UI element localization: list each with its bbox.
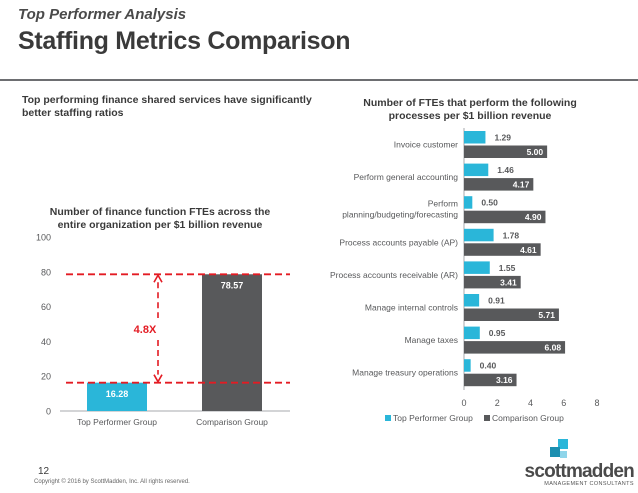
right-bar-value-label: 0.40 — [480, 361, 497, 371]
right-bar-value-label: 5.71 — [538, 310, 555, 320]
left-y-tick-label: 80 — [41, 267, 51, 277]
left-x-tick-label: Comparison Group — [196, 417, 268, 427]
copyright-text: Copyright © 2016 by ScottMadden, Inc. Al… — [34, 479, 190, 485]
right-bar-value-label: 4.90 — [525, 212, 542, 222]
left-bar-value-label: 16.28 — [106, 389, 129, 399]
right-bar-top-performer — [464, 228, 494, 242]
right-x-tick-label: 4 — [528, 398, 533, 408]
page-title: Staffing Metrics Comparison — [18, 27, 351, 55]
right-bar-value-label: 5.00 — [527, 147, 544, 157]
right-bar-comparison — [464, 373, 517, 387]
scottmadden-logo: scottmadden MANAGEMENT CONSULTANTS — [514, 437, 635, 489]
right-bar-top-performer — [464, 359, 471, 372]
right-y-tick-label: Invoice customer — [394, 140, 458, 150]
right-bar-value-label: 0.95 — [489, 328, 506, 338]
left-annotation-label: 4.8X — [134, 324, 157, 336]
page-subtitle: Top performing finance shared services h… — [22, 94, 312, 119]
right-y-tick-label: Perform general accounting — [354, 172, 459, 182]
left-bar-value-label: 78.57 — [221, 280, 244, 290]
legend-label-comparison: Comparison Group — [492, 413, 564, 423]
left-x-tick-label: Top Performer Group — [77, 417, 157, 427]
right-y-tick-label: Perform — [428, 199, 458, 209]
left-bar — [202, 274, 262, 411]
right-bar-comparison — [464, 275, 521, 289]
right-bar-value-label: 0.91 — [488, 296, 505, 306]
right-bar-comparison — [464, 145, 548, 158]
right-bar-value-label: 6.08 — [545, 343, 562, 353]
left-annotation-arrow-head — [153, 273, 163, 283]
left-y-tick-label: 40 — [41, 337, 51, 347]
right-y-tick-label: Manage treasury operations — [352, 368, 458, 378]
right-bar-comparison — [464, 210, 546, 224]
left-y-tick-label: 0 — [46, 407, 51, 417]
right-bar-comparison — [464, 243, 541, 256]
right-bar-value-label: 4.61 — [520, 245, 537, 255]
right-bar-comparison — [464, 178, 534, 191]
page-number: 12 — [38, 466, 50, 477]
section-kicker: Top Performer Analysis — [18, 6, 187, 23]
right-bar-top-performer — [464, 326, 480, 340]
right-x-tick-label: 8 — [594, 398, 599, 408]
right-x-tick-label: 6 — [561, 398, 566, 408]
right-bar-top-performer — [464, 163, 489, 177]
right-bar-top-performer — [464, 131, 486, 144]
right-bar-value-label: 3.41 — [500, 277, 517, 287]
right-bar-comparison — [464, 341, 566, 354]
left-bar — [87, 382, 147, 411]
left-chart-title: Number of finance function FTEs across t… — [49, 206, 271, 231]
left-y-tick-label: 60 — [41, 302, 51, 312]
right-bar-top-performer — [464, 261, 490, 274]
right-bar-value-label: 3.16 — [496, 375, 513, 385]
right-bar-value-label: 1.78 — [503, 230, 520, 240]
right-bar-top-performer — [464, 196, 473, 209]
right-y-tick-label: Manage taxes — [405, 335, 458, 345]
logo-tagline: MANAGEMENT CONSULTANTS — [544, 481, 634, 487]
right-bar-value-label: 0.50 — [481, 198, 498, 208]
left-y-tick-label: 20 — [41, 372, 51, 382]
right-bar-top-performer — [464, 294, 480, 307]
right-bar-comparison — [464, 308, 559, 321]
right-bar-value-label: 1.29 — [494, 133, 511, 143]
left-y-tick-label: 100 — [36, 233, 51, 243]
right-y-tick-label: Process accounts payable (AP) — [339, 237, 458, 247]
title-divider — [0, 79, 638, 81]
right-y-tick-label: planning/budgeting/forecasting — [342, 210, 458, 220]
logo-wordmark: scottmadden — [524, 461, 635, 482]
right-bar-value-label: 1.46 — [497, 165, 514, 175]
right-y-tick-label: Manage internal controls — [365, 303, 458, 313]
right-x-tick-label: 2 — [495, 398, 500, 408]
logo-mark-icon — [550, 439, 568, 458]
legend-swatch-top-performer — [385, 415, 391, 421]
left-annotation-arrow-head — [153, 374, 163, 384]
right-bar-value-label: 1.55 — [499, 263, 516, 273]
right-y-tick-label: Process accounts receivable (AR) — [330, 270, 458, 280]
legend-swatch-comparison — [484, 415, 490, 421]
legend-label-top-performer: Top Performer Group — [393, 413, 473, 423]
right-bar-value-label: 4.17 — [513, 180, 530, 190]
right-x-tick-label: 0 — [461, 398, 466, 408]
right-chart-title: Number of FTEs that perform the followin… — [363, 97, 577, 122]
